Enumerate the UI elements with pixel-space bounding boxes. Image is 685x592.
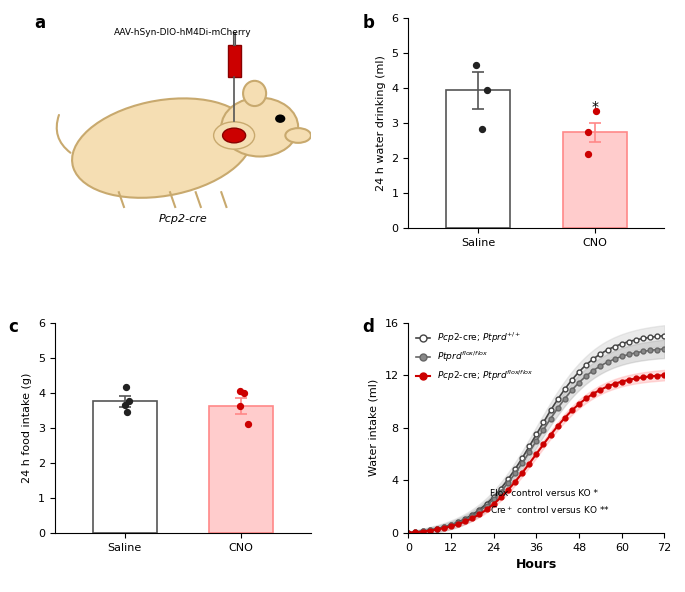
X-axis label: Hours: Hours — [516, 558, 557, 571]
Legend: $\it{Pcp2}$-cre; $\it{Ptprd}$$^{+/+}$, $\it{Ptprd}$$^{flox/flox}$, $\it{Pcp2}$-c: $\it{Pcp2}$-cre; $\it{Ptprd}$$^{+/+}$, $… — [413, 327, 538, 387]
Point — [234, 386, 245, 395]
Bar — [209, 406, 273, 533]
Y-axis label: 24 h water drinking (ml): 24 h water drinking (ml) — [376, 55, 386, 191]
Bar — [227, 45, 240, 76]
Text: Flox control versus KO *: Flox control versus KO * — [490, 489, 598, 498]
Point — [123, 397, 134, 406]
Text: AAV-hSyn-DIO-hM4Di-mCherry: AAV-hSyn-DIO-hM4Di-mCherry — [114, 28, 251, 37]
Circle shape — [275, 114, 286, 123]
Point — [121, 407, 132, 417]
Y-axis label: Water intake (ml): Water intake (ml) — [369, 379, 379, 477]
Text: *: * — [591, 100, 598, 114]
Bar — [92, 401, 157, 533]
Bar — [562, 133, 627, 228]
Point — [583, 149, 594, 159]
Bar — [233, 33, 236, 45]
Text: b: b — [362, 14, 374, 31]
Text: Pcp2-cre: Pcp2-cre — [158, 214, 208, 224]
Text: a: a — [34, 14, 45, 31]
Ellipse shape — [223, 128, 246, 143]
Point — [238, 388, 249, 397]
Point — [243, 420, 254, 429]
Point — [481, 86, 492, 95]
Point — [477, 124, 488, 134]
Text: Cre$^+$ control versus KO **: Cre$^+$ control versus KO ** — [490, 505, 610, 516]
Point — [591, 106, 602, 115]
Point — [583, 128, 594, 137]
Ellipse shape — [214, 122, 255, 149]
Point — [471, 60, 482, 70]
Bar — [446, 91, 510, 228]
Ellipse shape — [243, 81, 266, 106]
Point — [120, 400, 131, 410]
Ellipse shape — [286, 128, 311, 143]
Ellipse shape — [72, 98, 253, 198]
Ellipse shape — [221, 98, 298, 156]
Y-axis label: 24 h food intake (g): 24 h food intake (g) — [23, 372, 32, 483]
Text: d: d — [362, 318, 374, 336]
Text: c: c — [9, 318, 18, 336]
Point — [120, 382, 131, 392]
Point — [234, 401, 245, 411]
